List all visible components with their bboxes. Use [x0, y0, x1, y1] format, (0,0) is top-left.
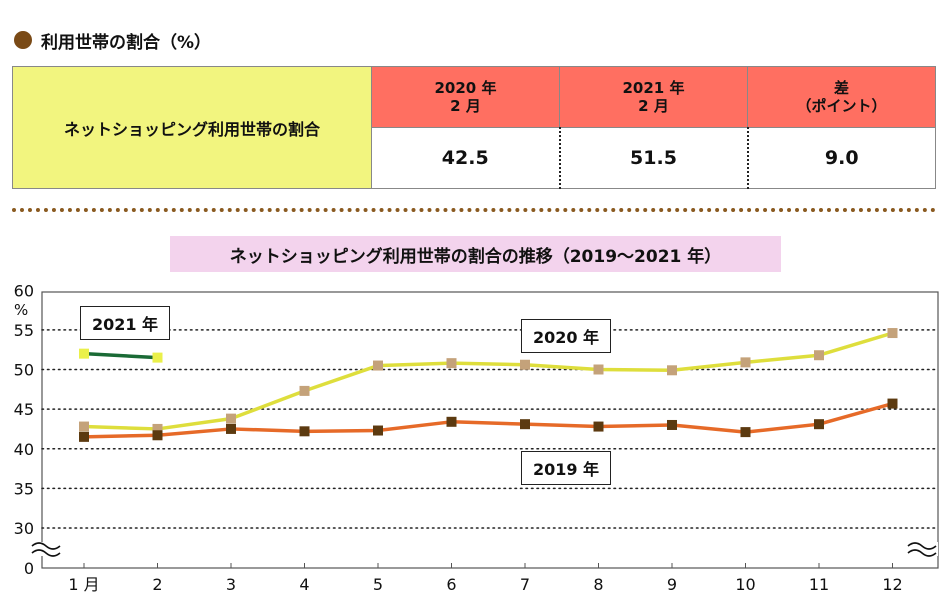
data-point: [520, 419, 530, 430]
x-tick-label: 9: [667, 575, 677, 594]
col-2021-line2: 2 月: [638, 97, 669, 115]
axis-break-right-wave-top: [907, 542, 937, 550]
data-point: [152, 352, 163, 363]
x-tick-label: 11: [809, 575, 829, 594]
x-tick-label: 12: [882, 575, 902, 594]
x-tick-label: 10: [735, 575, 755, 594]
data-point: [299, 426, 310, 437]
y-tick-label: 30: [14, 519, 34, 538]
data-point: [446, 358, 457, 369]
data-point: [226, 413, 236, 424]
data-point: [446, 416, 457, 427]
x-tick-label: 4: [299, 575, 309, 594]
section-heading-text: 利用世帯の割合（%）: [41, 32, 212, 53]
summary-col-diff: 差 （ポイント）: [747, 66, 936, 128]
y-tick-label: 50: [14, 361, 34, 380]
legend-label-2019: 2019 年: [521, 451, 611, 485]
x-tick-label: 3: [226, 575, 236, 594]
col-diff-line2: （ポイント）: [796, 97, 887, 115]
chart-title: ネットショッピング利用世帯の割合の推移（2019～2021 年）: [170, 236, 781, 272]
section-heading: 利用世帯の割合（%）: [14, 28, 212, 53]
col-2020-line1: 2020 年: [434, 79, 497, 97]
data-point: [152, 430, 163, 441]
data-point: [814, 419, 824, 430]
x-tick-label: 6: [446, 575, 456, 594]
value-2020: 42.5: [371, 127, 560, 189]
data-point: [373, 425, 383, 436]
col-diff-line1: 差: [833, 79, 849, 97]
x-tick-label: 8: [593, 575, 603, 594]
data-point: [740, 427, 751, 438]
bullet-icon: [14, 31, 32, 49]
y-tick-label: 60: [14, 281, 34, 300]
summary-col-2020: 2020 年 2 月: [371, 66, 560, 128]
data-point: [520, 359, 530, 370]
data-point: [887, 328, 898, 339]
data-point: [667, 419, 677, 430]
y-tick-label: 45: [14, 400, 34, 419]
axis-break-left-mask: [32, 542, 62, 556]
axis-break-right-mask: [908, 542, 938, 556]
data-point: [593, 421, 604, 432]
dotted-separator: [12, 208, 936, 212]
data-point: [79, 348, 89, 359]
legend-label-2021: 2021 年: [80, 306, 170, 340]
axis-break-left-wave-top: [31, 542, 61, 550]
axis-break-left-wave-bottom: [31, 549, 61, 557]
legend-label-2020: 2020 年: [521, 319, 611, 353]
y-tick-label: 35: [14, 479, 34, 498]
value-diff: 9.0: [746, 127, 936, 189]
data-point: [814, 350, 824, 361]
y-unit-label: %: [14, 301, 28, 319]
data-point: [79, 421, 89, 432]
series-line-2: [83, 351, 158, 360]
data-point: [593, 364, 604, 375]
series-line-1: [83, 401, 893, 439]
data-point: [152, 423, 163, 434]
x-tick-label: 7: [520, 575, 530, 594]
data-point: [299, 385, 310, 396]
data-point: [887, 398, 898, 409]
summary-col-2021: 2021 年 2 月: [559, 66, 748, 128]
y-tick-label: 40: [14, 440, 34, 459]
data-point: [740, 357, 751, 368]
col-2020-line2: 2 月: [450, 97, 481, 115]
y-tick-label: 0: [24, 559, 34, 578]
summary-table: ネットショッピング利用世帯の割合 2020 年 2 月 2021 年 2 月 差…: [12, 66, 936, 189]
x-tick-label: 5: [373, 575, 383, 594]
summary-row-label: ネットショッピング利用世帯の割合: [12, 66, 372, 189]
value-2021: 51.5: [558, 127, 748, 189]
data-point: [667, 365, 677, 376]
plot-frame: [41, 291, 939, 569]
col-2021-line1: 2021 年: [622, 79, 685, 97]
y-tick-label: 55: [14, 321, 34, 340]
x-tick-label: 1 月: [68, 575, 99, 594]
data-point: [226, 423, 236, 434]
data-point: [79, 431, 89, 442]
x-tick-label: 2: [152, 575, 162, 594]
axis-break-right-wave-bottom: [907, 549, 937, 557]
data-point: [373, 360, 383, 371]
series-line-0: [83, 331, 894, 431]
